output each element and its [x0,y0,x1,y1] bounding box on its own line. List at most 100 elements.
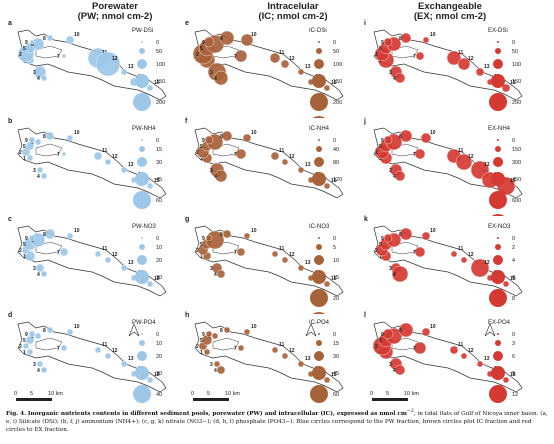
legend-circle [316,146,322,152]
site-label: 10 [430,130,436,136]
site-circle [422,36,430,44]
site-circle [104,158,112,166]
legend-value: 100 [512,62,521,68]
figure-caption: Fig. 4. Inorganic nutrients contents in … [6,408,548,434]
site-label: 4 [37,76,40,82]
legend-value: 200 [512,100,521,106]
site-circle [457,57,471,71]
column-title-line2: (IC; nmol cm-2) [258,11,328,22]
site-circle [26,348,34,356]
site-label: 13 [305,162,311,168]
legend-value: 0 [512,40,515,46]
legend-value: 0 [512,236,515,242]
site-circle [40,366,48,374]
legend-value: 4 [512,258,515,264]
legend-circle [139,340,145,346]
site-circle [323,376,331,384]
legend-circle [310,93,328,111]
site-label: 5 [379,144,382,150]
legend-value: 5 [333,245,336,251]
legend-circle [312,116,326,118]
site-label: 13 [484,64,490,70]
legend-title: EX-NH4 [488,126,511,132]
site-label: 12 [289,56,295,62]
site-circle [36,360,44,368]
scale-bar [16,398,52,401]
legend-circle [312,366,326,380]
legend-value: 10 [333,258,339,264]
site-label: 15 [154,80,160,86]
inner-channel [35,337,63,351]
legend-circle [135,74,149,88]
site-label: 3 [389,266,392,272]
site-label: 10 [430,324,436,330]
site-circle [297,166,305,174]
legend-circle [495,244,501,250]
legend-circle [491,214,505,216]
scale-tick-label: 10 km [225,391,240,397]
legend-value: 60 [333,392,339,398]
legend-title: PW-DSi [132,28,154,34]
site-circle [66,232,74,240]
site-circle [66,328,74,336]
site-label: 4 [214,174,217,180]
site-circle [65,35,75,45]
map-panel-l: 1234567891011121314150369120510 kmlEX-PO… [362,312,536,410]
site-circle [270,151,280,161]
site-circle [213,360,221,368]
panel-letter: e [185,20,189,27]
site-label: 15 [154,372,160,378]
site-circle [243,328,251,336]
site-label: 11 [458,342,464,348]
site-label: 11 [458,246,464,252]
site-circle [104,352,112,360]
site-label: 15 [510,372,516,378]
site-label: 8 [43,36,46,42]
site-label: 3 [33,168,36,174]
legend-value: 0 [512,138,515,144]
north-arrow-icon [484,323,496,337]
site-label: 7 [413,152,416,158]
site-circle [60,344,68,352]
legend-circle [318,333,320,335]
legend-value: 30 [333,354,339,360]
site-label: 8 [220,134,223,140]
site-label: 2 [19,150,22,156]
site-label: 9 [25,236,28,242]
site-circle [28,330,36,338]
legend-value: 0 [156,236,159,242]
site-circle [36,166,44,174]
site-label: 2 [196,150,199,156]
inner-channel [35,143,63,157]
site-circle [221,130,233,142]
column-title-line1: Intracelular [267,1,319,12]
site-label: 11 [102,246,108,252]
site-circle [104,256,112,264]
site-circle [297,360,305,368]
site-label: 10 [74,228,80,234]
site-circle [391,265,409,283]
site-circle [26,154,34,162]
inner-channel [212,337,240,351]
site-circle [120,360,128,368]
legend-circle [133,385,151,403]
legend-value: 150 [512,147,521,153]
site-label: 11 [279,50,285,56]
site-label: 15 [510,80,516,86]
legend-value: 120 [333,177,342,183]
site-circle [243,232,251,240]
site-circle [93,151,103,161]
panel-letter: i [364,20,366,27]
caption-body: , in tidal flats of Gulf of Nicoya inner… [6,410,548,433]
panel-letter: f [185,118,188,125]
site-label: 11 [458,148,464,154]
site-circle [382,328,394,340]
site-label: 15 [510,178,516,184]
site-label: 13 [484,260,490,266]
site-label: 3 [210,266,213,272]
legend-title: PW-NH4 [132,126,156,132]
site-label: 9 [25,40,28,46]
legend-value: 45 [333,371,339,377]
site-label: 5 [200,242,203,248]
site-label: 7 [57,250,60,256]
